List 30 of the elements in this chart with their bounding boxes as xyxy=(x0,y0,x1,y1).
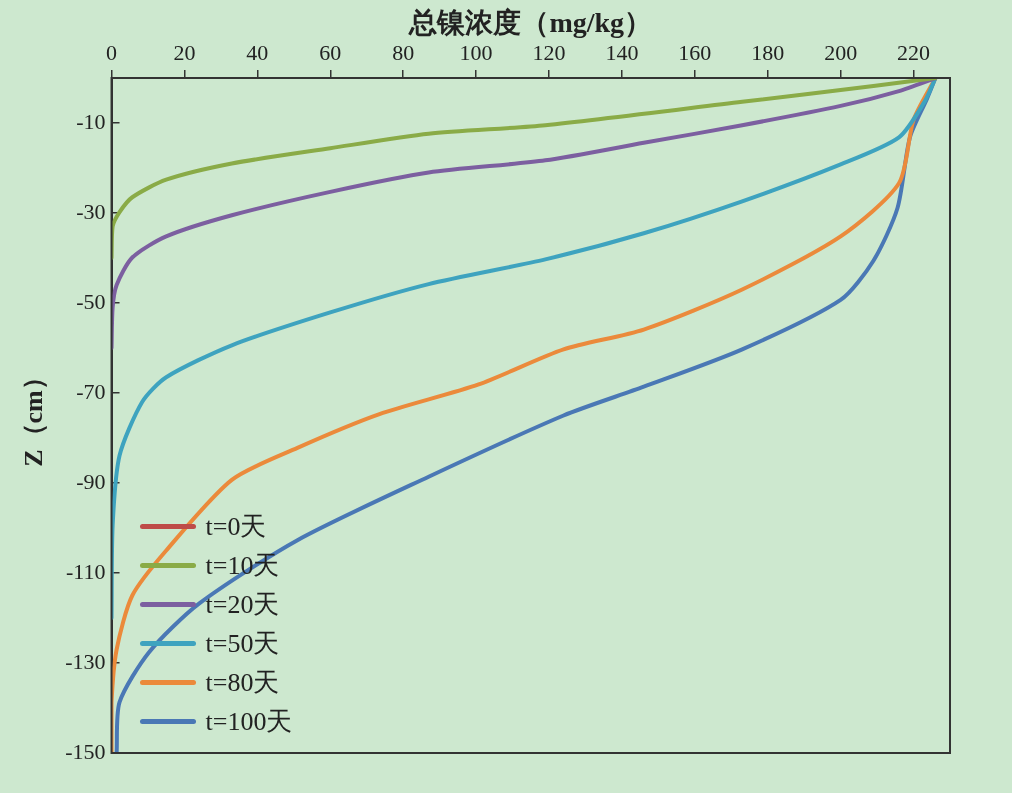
legend-label: t=100天 xyxy=(205,706,293,738)
x-tick-label: 100 xyxy=(459,39,493,65)
line-series xyxy=(111,78,938,260)
x-tick-label: 200 xyxy=(824,39,858,65)
y-tick-label: -50 xyxy=(76,288,106,314)
y-tick-label: -30 xyxy=(76,198,106,224)
x-tick-label: 120 xyxy=(532,39,566,65)
y-tick-label: -150 xyxy=(65,738,106,764)
x-axis-title: 总镍浓度（mg/kg） xyxy=(408,7,653,39)
legend-label: t=50天 xyxy=(205,628,280,660)
x-tick-label: 140 xyxy=(605,39,639,65)
y-tick-label: -90 xyxy=(76,468,106,494)
x-tick-label: 160 xyxy=(678,39,712,65)
x-tick-label: 40 xyxy=(246,39,269,65)
x-tick-label: 80 xyxy=(392,39,415,65)
x-tick-label: 60 xyxy=(319,39,342,65)
x-tick-label: 220 xyxy=(897,39,931,65)
y-tick-label: -10 xyxy=(76,108,106,134)
x-tick-label: 180 xyxy=(751,39,785,65)
y-tick-label: -70 xyxy=(76,378,106,404)
y-tick-label: -110 xyxy=(66,558,106,584)
legend-label: t=0天 xyxy=(205,511,267,543)
y-tick-label: -130 xyxy=(65,648,106,674)
legend-label: t=10天 xyxy=(205,550,280,582)
legend-label: t=20天 xyxy=(205,589,280,621)
y-axis-title: Z（cm） xyxy=(19,364,49,467)
legend-label: t=80天 xyxy=(205,667,280,699)
line-series xyxy=(111,78,938,620)
x-tick-label: 20 xyxy=(173,39,196,65)
x-tick-label: 0 xyxy=(106,39,118,65)
